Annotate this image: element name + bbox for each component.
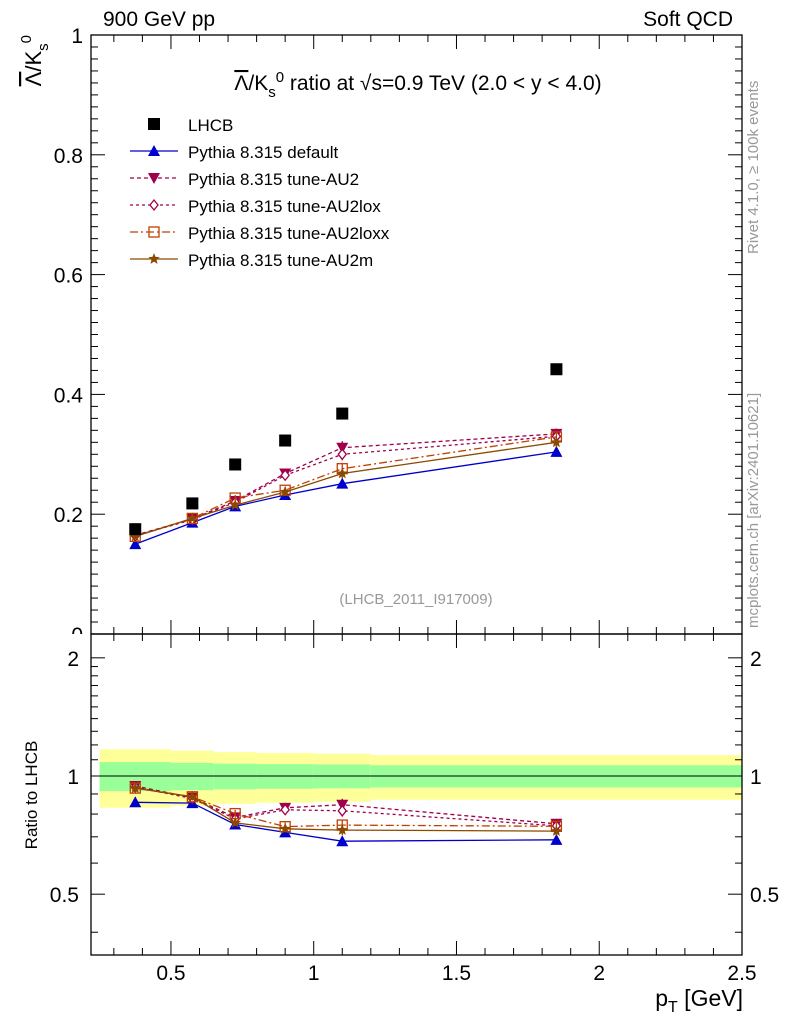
ratio-point [336, 824, 348, 835]
x-axis-label: pT [GeV] [655, 985, 743, 1016]
ratio-tick-label: 0.5 [50, 884, 79, 907]
y-tick-label: 0 [71, 624, 83, 647]
series-point [129, 530, 141, 542]
series-point [336, 467, 348, 479]
x-tick-label: 0.5 [156, 962, 185, 985]
analysis-label: (LHCB_2011_I917009) [339, 591, 492, 608]
series-point [336, 442, 349, 454]
ratio-tick-label: 2 [67, 648, 79, 671]
x-tick-label: 1.5 [442, 962, 471, 985]
legend-label: Pythia 8.315 tune-AU2 [188, 170, 359, 189]
ratio-axis-label: Ratio to LHCB [22, 741, 41, 850]
series-line-0 [135, 451, 557, 545]
x-tick-label: 2.5 [727, 962, 756, 985]
ratio-point [279, 822, 291, 834]
legend-marker [149, 198, 159, 212]
series-point [550, 436, 563, 448]
ratio-band-inner [170, 762, 214, 791]
lhcb-point [336, 407, 349, 420]
ratio-point [550, 825, 563, 836]
lhcb-point [279, 434, 292, 447]
series-point [129, 538, 142, 550]
legend-label: Pythia 8.315 tune-AU2lox [188, 197, 381, 216]
lhcb-point [129, 523, 142, 536]
ratio-point [336, 835, 349, 847]
ratio-frame [90, 633, 743, 956]
series-point [280, 469, 290, 482]
ratio-tick-label-right: 2 [750, 648, 762, 671]
ratio-point [337, 804, 348, 817]
y-tick-label: 0.6 [54, 265, 83, 288]
legend-label: Pythia 8.315 default [188, 143, 339, 162]
legend-label: LHCB [188, 116, 233, 135]
x-tick-label: 1 [308, 962, 320, 985]
ratio-tick-label-right: 1 [750, 766, 762, 789]
lhcb-point [186, 497, 199, 510]
ratio-point [550, 833, 563, 845]
series-point [336, 477, 349, 489]
ratio-point [129, 782, 141, 793]
y-tick-label: 0.2 [54, 504, 83, 527]
y-tick-label: 1 [71, 25, 83, 48]
y-tick-label: 0.8 [54, 145, 83, 168]
ratio-line-2 [135, 786, 557, 827]
header-left: 900 GeV pp [103, 8, 216, 31]
legend-lhcb-marker [148, 118, 160, 130]
series-point [186, 512, 199, 524]
ratio-point [229, 816, 241, 828]
lhcb-point [229, 458, 242, 471]
lhcb-point [550, 363, 563, 376]
y-axis-label: Λ/Ks0 [18, 35, 52, 86]
series-point [550, 445, 563, 457]
chart-title: Λ/Ks0 ratio at √s=0.9 TeV (2.0 < y < 4.0… [234, 69, 601, 101]
y-tick-label: 0.4 [54, 384, 84, 407]
ratio-point [129, 796, 142, 808]
series-point [279, 486, 291, 497]
series-point [337, 448, 348, 461]
x-tick-label: 2 [593, 962, 605, 985]
series-point [229, 499, 241, 511]
series-line-2 [135, 435, 557, 537]
ratio-point [186, 790, 199, 802]
legend-marker [148, 173, 160, 184]
header-right: Soft QCD [643, 8, 733, 31]
ratio-tick-label-right: 0.5 [750, 884, 779, 907]
ratio-line-0 [135, 801, 557, 842]
series-line-4 [135, 441, 557, 538]
ratio-line-4 [135, 787, 557, 832]
legend-marker [148, 145, 160, 156]
legend-marker [148, 226, 160, 238]
legend-label: Pythia 8.315 tune-AU2loxx [188, 224, 390, 243]
legend-label: Pythia 8.315 tune-AU2m [188, 251, 373, 270]
ratio-tick-label: 1 [67, 766, 79, 789]
legend-marker [148, 253, 160, 264]
ratio-point [280, 803, 290, 816]
